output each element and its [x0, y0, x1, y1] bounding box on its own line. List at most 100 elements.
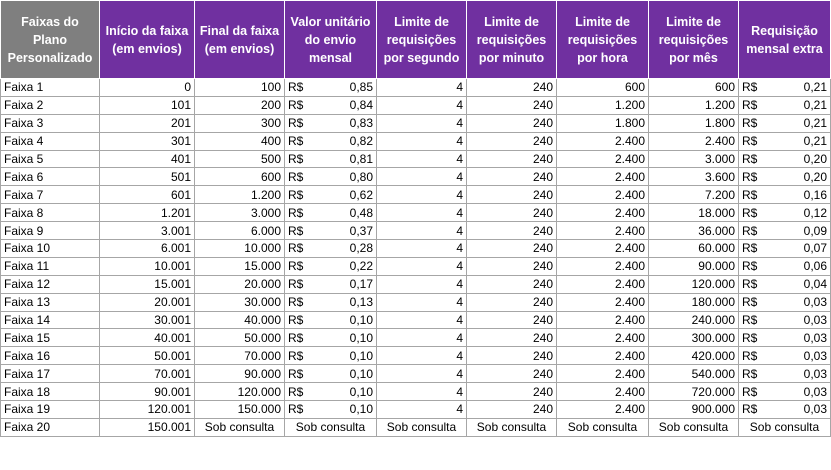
- limite-segundo-cell: Sob consulta: [376, 417, 467, 437]
- limite-minuto-cell: 240: [466, 346, 557, 366]
- header-inicio: Início da faixa (em envios): [99, 0, 195, 79]
- extra-cell: R$ 0,07: [738, 239, 831, 258]
- table-row: Faixa 5 401 500 R$ 0,81 4 240 2.400 3.000 R$ 0,20: [0, 149, 831, 169]
- limite-hora-cell: 2.400: [556, 382, 649, 402]
- currency-symbol: R$: [742, 134, 758, 149]
- limite-minuto-cell: 240: [466, 382, 557, 402]
- table-row: Faixa 11 10.001 15.000 R$ 0,22 4 240 2.400 90.00…: [0, 256, 831, 276]
- faixa-cell: Faixa 13: [0, 292, 100, 312]
- money-value: 0,06: [803, 259, 827, 274]
- money-value: 0,03: [803, 402, 827, 417]
- money-value: 0,81: [349, 152, 373, 166]
- header-valor-unitario: Valor unitário do envio mensal: [284, 0, 377, 79]
- extra-cell: R$ 0,03: [738, 310, 831, 330]
- money-value: 0,82: [349, 134, 373, 149]
- table-row: Faixa 4 301 400 R$ 0,82 4 240 2.400 2.400 R$ 0,21: [0, 131, 831, 151]
- currency-symbol: R$: [742, 223, 758, 238]
- inicio-cell: 101: [99, 95, 195, 115]
- faixa-cell: Faixa 10: [0, 239, 100, 258]
- limite-hora-cell: 2.400: [556, 310, 649, 330]
- valor-cell: R$ 0,80: [284, 167, 377, 187]
- header-limite-hora: Limite de requisições por hora: [556, 0, 649, 79]
- limite-mes-cell: 36.000: [648, 221, 739, 241]
- table-row: Faixa 17 70.001 90.000 R$ 0,10 4 240 2.400 540.0…: [0, 364, 831, 384]
- extra-cell: R$ 0,06: [738, 256, 831, 276]
- money-value: 0,04: [803, 277, 827, 292]
- extra-cell: R$ 0,04: [738, 274, 831, 294]
- inicio-cell: 15.001: [99, 274, 195, 294]
- header-limite-mes: Limite de requisições por mês: [648, 0, 739, 79]
- faixa-cell: Faixa 19: [0, 400, 100, 419]
- final-cell: 15.000: [194, 256, 285, 276]
- faixa-cell: Faixa 1: [0, 78, 100, 97]
- final-cell: 40.000: [194, 310, 285, 330]
- final-cell: 120.000: [194, 382, 285, 402]
- limite-minuto-cell: 240: [466, 203, 557, 223]
- limite-minuto-cell: 240: [466, 149, 557, 169]
- money-value: 0,03: [803, 295, 827, 310]
- header-final: Final da faixa (em envios): [194, 0, 285, 79]
- faixa-cell: Faixa 3: [0, 113, 100, 133]
- inicio-cell: 40.001: [99, 328, 195, 348]
- header-requisicao-extra: Requisição mensal extra: [738, 0, 831, 79]
- valor-cell: R$ 0,83: [284, 113, 377, 133]
- valor-cell: R$ 0,10: [284, 382, 377, 402]
- faixa-cell: Faixa 7: [0, 185, 100, 205]
- currency-symbol: R$: [288, 116, 304, 131]
- limite-hora-cell: 600: [556, 78, 649, 97]
- valor-cell: R$ 0,17: [284, 274, 377, 294]
- inicio-cell: 50.001: [99, 346, 195, 366]
- final-cell: 10.000: [194, 239, 285, 258]
- money-value: 0,10: [349, 402, 373, 417]
- currency-symbol: R$: [742, 80, 758, 95]
- valor-cell: R$ 0,10: [284, 328, 377, 348]
- table-row: Faixa 15 40.001 50.000 R$ 0,10 4 240 2.400 300.0…: [0, 328, 831, 348]
- money-value: 0,80: [349, 169, 373, 184]
- header-limite-minuto: Limite de requisições por minuto: [466, 0, 557, 79]
- limite-minuto-cell: 240: [466, 310, 557, 330]
- inicio-cell: 70.001: [99, 364, 195, 384]
- valor-cell: R$ 0,13: [284, 292, 377, 312]
- extra-cell: R$ 0,09: [738, 221, 831, 241]
- faixa-cell: Faixa 15: [0, 328, 100, 348]
- limite-minuto-cell: Sob consulta: [466, 417, 557, 437]
- table-row: Faixa 9 3.001 6.000 R$ 0,37 4 240 2.400 36.000 R$…: [0, 221, 831, 241]
- faixa-cell: Faixa 11: [0, 256, 100, 276]
- extra-cell: R$ 0,21: [738, 113, 831, 133]
- final-cell: 30.000: [194, 292, 285, 312]
- money-value: 0,10: [349, 348, 373, 363]
- money-value: 0,10: [349, 366, 373, 381]
- limite-hora-cell: 2.400: [556, 328, 649, 348]
- currency-symbol: R$: [742, 259, 758, 274]
- limite-minuto-cell: 240: [466, 292, 557, 312]
- valor-cell: R$ 0,48: [284, 203, 377, 223]
- limite-segundo-cell: 4: [376, 185, 467, 205]
- final-cell: 20.000: [194, 274, 285, 294]
- money-value: 0,10: [349, 330, 373, 345]
- inicio-cell: 10.001: [99, 256, 195, 276]
- limite-mes-cell: 720.000: [648, 382, 739, 402]
- limite-hora-cell: 2.400: [556, 167, 649, 187]
- table-row: Faixa 10 6.001 10.000 R$ 0,28 4 240 2.400 60.000…: [0, 239, 831, 258]
- currency-symbol: R$: [742, 277, 758, 292]
- valor-cell: R$ 0,10: [284, 364, 377, 384]
- limite-mes-cell: 18.000: [648, 203, 739, 223]
- table-row: Faixa 6 501 600 R$ 0,80 4 240 2.400 3.600 R$ 0,20: [0, 167, 831, 187]
- extra-cell: R$ 0,20: [738, 167, 831, 187]
- extra-cell: R$ 0,20: [738, 149, 831, 169]
- money-value: 0,62: [349, 187, 373, 202]
- money-value: 0,16: [803, 187, 827, 202]
- final-cell: 70.000: [194, 346, 285, 366]
- faixa-cell: Faixa 4: [0, 131, 100, 151]
- limite-segundo-cell: 4: [376, 256, 467, 276]
- money-value: 0,28: [349, 241, 373, 256]
- money-value: 0,48: [349, 205, 373, 220]
- table-row: Faixa 3 201 300 R$ 0,83 4 240 1.800 1.800 R$ 0,21: [0, 113, 831, 133]
- inicio-cell: 201: [99, 113, 195, 133]
- limite-hora-cell: 1.800: [556, 113, 649, 133]
- table-row: Faixa 13 20.001 30.000 R$ 0,13 4 240 2.400 180.0…: [0, 292, 831, 312]
- extra-cell: R$ 0,03: [738, 328, 831, 348]
- final-cell: 3.000: [194, 203, 285, 223]
- limite-minuto-cell: 240: [466, 185, 557, 205]
- limite-segundo-cell: 4: [376, 149, 467, 169]
